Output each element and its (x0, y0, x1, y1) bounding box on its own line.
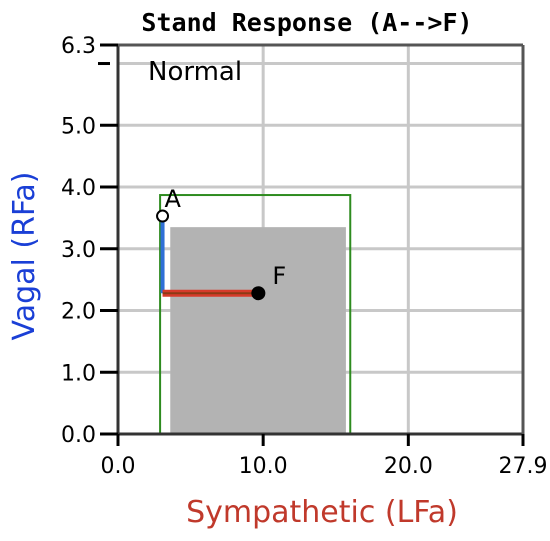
point-f-marker (251, 286, 266, 301)
chart-title: Stand Response (A-->F) (141, 8, 472, 37)
regions (159, 194, 352, 435)
y-tick-label: 5.0 (61, 114, 96, 139)
point-a-label: A (165, 185, 182, 213)
x-tick-label: 20.0 (384, 454, 433, 479)
point-a-marker (156, 209, 170, 223)
region-inner (170, 227, 346, 434)
axes: 0.0 1.0 2.0 3.0 4.0 5.0 6.3 0.0 10.0 20.0 27.9 (61, 34, 547, 479)
response-path (160, 216, 258, 297)
y-tick-label: 6.3 (61, 34, 96, 59)
y-tick-label: 3.0 (61, 238, 96, 263)
y-tick-label: 1.0 (61, 361, 96, 386)
zone-label: Normal (148, 57, 242, 87)
y-tick-label: 4.0 (61, 176, 96, 201)
points: AF (156, 185, 286, 301)
x-tick-label: 27.9 (499, 454, 548, 479)
y-tick-label: 0.0 (61, 423, 96, 448)
x-axis-label: Sympathetic (LFa) (186, 495, 458, 530)
y-axis-label: Vagal (RFa) (7, 171, 42, 340)
y-tick-label: 2.0 (61, 300, 96, 325)
x-tick-label: 10.0 (239, 454, 288, 479)
x-tick-label: 0.0 (101, 454, 136, 479)
point-f-label: F (272, 262, 286, 290)
